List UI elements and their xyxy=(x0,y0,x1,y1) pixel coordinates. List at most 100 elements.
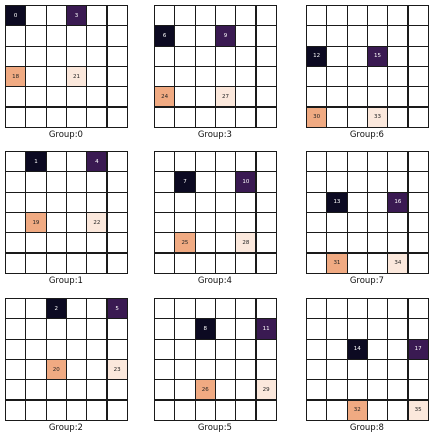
cell-value: 25 xyxy=(181,239,189,246)
grid-cell xyxy=(154,358,176,381)
grid-cell xyxy=(326,232,348,254)
grid-cell xyxy=(5,298,27,320)
grid-cell-filled: 21 xyxy=(65,65,88,88)
grid-cell xyxy=(174,379,196,401)
grid-cell xyxy=(174,106,196,128)
grid-cell xyxy=(45,232,67,254)
grid-cell xyxy=(366,232,389,254)
cell-value: 0 xyxy=(13,12,18,19)
grid-cell xyxy=(154,338,176,360)
group-label: Group:0 xyxy=(48,129,83,140)
group-label: Group:8 xyxy=(349,422,384,433)
grid-cell xyxy=(326,399,348,421)
grid-cell xyxy=(326,298,348,320)
grid-cell xyxy=(5,318,27,340)
grid-cell-filled: 0 xyxy=(5,5,27,27)
grid-cell xyxy=(154,379,176,401)
grid-cell xyxy=(25,379,47,401)
grid-cell xyxy=(25,5,47,27)
grid-cell xyxy=(86,298,108,320)
grid-cell xyxy=(366,191,389,213)
grid-cell xyxy=(255,399,277,421)
grid-cell xyxy=(214,106,237,128)
grid-cell xyxy=(106,25,128,47)
grid-cell xyxy=(86,106,108,128)
grid-cell xyxy=(5,211,27,234)
grid-cell-filled: 24 xyxy=(154,86,176,108)
cell-value: 3 xyxy=(74,12,79,19)
grid-cell xyxy=(174,358,196,381)
grid-cell xyxy=(326,86,348,108)
grid-cell xyxy=(65,151,88,173)
grid-cell xyxy=(306,232,328,254)
cell-value: 33 xyxy=(374,114,382,121)
grid-cell xyxy=(366,318,389,340)
grid-cell-filled: 13 xyxy=(326,191,348,213)
grid-cell xyxy=(25,65,47,88)
grid-cell xyxy=(346,45,368,67)
grid-cell xyxy=(366,171,389,193)
grid-cell xyxy=(154,318,176,340)
grid-cell xyxy=(387,232,409,254)
grid-cell xyxy=(326,106,348,128)
grid-cell xyxy=(214,151,237,173)
grid-cell xyxy=(25,191,47,213)
grid-cell xyxy=(106,191,128,213)
grid-cell xyxy=(45,171,67,193)
grid-cell xyxy=(214,5,237,27)
grid-cell xyxy=(366,338,389,360)
group-label: Group:5 xyxy=(197,422,232,433)
cell-value: 18 xyxy=(12,73,20,80)
grid-cell-filled: 4 xyxy=(86,151,108,173)
grid-cell xyxy=(255,65,277,88)
grid-cell xyxy=(174,191,196,213)
grid-cell xyxy=(346,379,368,401)
grid-cell xyxy=(65,252,88,274)
grid-cell-filled: 14 xyxy=(346,338,368,360)
grid-cell xyxy=(306,252,328,274)
grid-cell-filled: 19 xyxy=(25,211,47,234)
grid-cell xyxy=(366,25,389,47)
grid-cell xyxy=(5,232,27,254)
grid-cell xyxy=(255,5,277,27)
grid-cell-filled: 15 xyxy=(366,45,389,67)
grid-cell xyxy=(306,298,328,320)
grid-cell xyxy=(194,106,216,128)
grid-cell xyxy=(326,358,348,381)
grid-cell xyxy=(25,45,47,67)
grid-cell xyxy=(235,5,257,27)
group-panel: 0 3 18 21 Group:0 xyxy=(5,5,128,143)
grid-cell xyxy=(255,45,277,67)
grid-cell xyxy=(5,399,27,421)
cell-value: 31 xyxy=(333,260,341,267)
group-panel: 1 4 19 22 Group:1 xyxy=(5,151,128,289)
grid-cell xyxy=(387,211,409,234)
grid-cell xyxy=(306,5,328,27)
grid-cell xyxy=(407,318,429,340)
grid-cell xyxy=(65,211,88,234)
grid-cell xyxy=(154,191,176,213)
grid-cell xyxy=(326,151,348,173)
grid-cell xyxy=(326,211,348,234)
grid-cell xyxy=(235,338,257,360)
grid-cell-filled: 23 xyxy=(106,358,128,381)
grid-cell xyxy=(106,65,128,88)
grid-cell xyxy=(45,252,67,274)
cell-value: 22 xyxy=(93,219,101,226)
grid-cell xyxy=(25,338,47,360)
grid-cell xyxy=(366,151,389,173)
grid-cell xyxy=(25,399,47,421)
grid-cell xyxy=(5,106,27,128)
grid-cell xyxy=(106,318,128,340)
group-label: Group:3 xyxy=(197,129,232,140)
grid-cell xyxy=(366,399,389,421)
grid-cell xyxy=(194,171,216,193)
grid-cell xyxy=(86,45,108,67)
grid-cell xyxy=(387,86,409,108)
grid-cell xyxy=(366,358,389,381)
grid-cell xyxy=(174,45,196,67)
grid-cell xyxy=(154,106,176,128)
cell-value: 19 xyxy=(32,219,40,226)
cell-value: 9 xyxy=(223,32,228,39)
grid-cell xyxy=(306,86,328,108)
